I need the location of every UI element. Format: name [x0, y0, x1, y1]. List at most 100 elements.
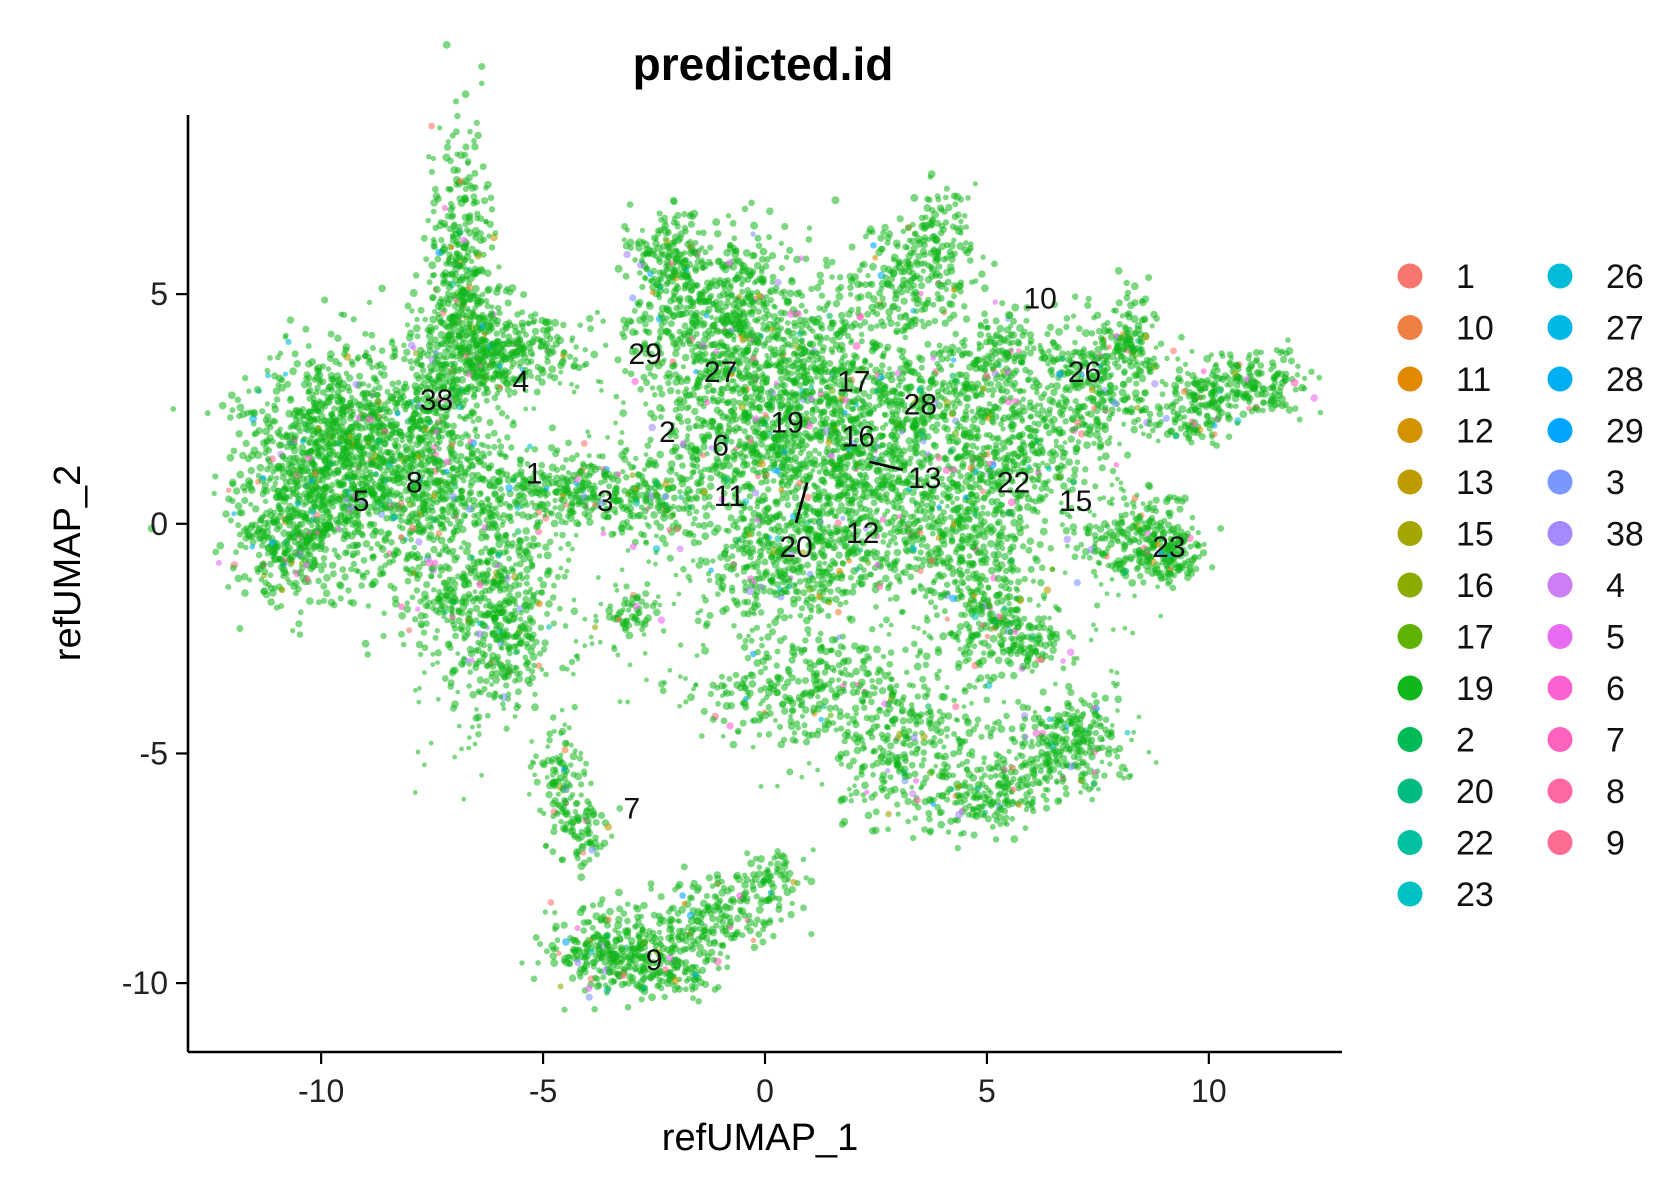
umap-point: [334, 334, 342, 342]
umap-point: [601, 468, 609, 476]
umap-point: [415, 538, 423, 546]
umap-point: [422, 424, 429, 430]
umap-point: [319, 437, 327, 445]
umap-point: [677, 489, 683, 495]
umap-point: [902, 334, 909, 341]
umap-point: [439, 434, 445, 440]
umap-point: [468, 410, 475, 416]
umap-point: [259, 542, 266, 549]
umap-point: [170, 406, 177, 412]
umap-point: [359, 459, 367, 468]
umap-point: [548, 424, 557, 432]
umap-point: [763, 294, 770, 300]
umap-point: [518, 319, 527, 328]
umap-point: [298, 509, 307, 518]
umap-point: [304, 575, 311, 583]
umap-point: [783, 298, 792, 307]
umap-point: [271, 405, 280, 414]
umap-point: [419, 373, 426, 380]
umap-point: [545, 318, 553, 326]
umap-point: [326, 514, 334, 522]
umap-point: [623, 583, 630, 590]
umap-point: [486, 450, 493, 457]
umap-point: [617, 496, 624, 503]
umap-point: [751, 252, 758, 259]
umap-point: [425, 456, 433, 465]
umap-point: [388, 539, 395, 546]
umap-point: [531, 335, 537, 341]
umap-point: [656, 450, 665, 459]
umap-point: [398, 517, 405, 524]
umap-point: [279, 474, 287, 481]
umap-point: [267, 598, 275, 606]
umap-point: [430, 208, 437, 215]
umap-point: [250, 446, 259, 455]
umap-point: [446, 225, 454, 233]
umap-point: [303, 449, 310, 455]
umap-point: [502, 663, 510, 671]
umap-point: [388, 456, 397, 464]
umap-point: [385, 408, 393, 416]
umap-point: [391, 585, 398, 592]
umap-point: [236, 403, 245, 412]
umap-point: [380, 491, 388, 499]
umap-point: [543, 551, 552, 560]
umap-point: [639, 626, 645, 633]
umap-point: [311, 376, 318, 383]
umap-point: [295, 620, 303, 628]
umap-point: [746, 309, 753, 315]
umap-point: [703, 312, 710, 319]
umap-point: [470, 559, 478, 567]
umap-point: [629, 328, 637, 336]
umap-point: [394, 410, 401, 417]
umap-point: [267, 560, 274, 568]
umap-point: [261, 481, 269, 490]
umap-point: [671, 494, 678, 502]
umap-point: [418, 529, 426, 536]
umap-point: [393, 420, 401, 428]
umap-point: [548, 463, 557, 472]
umap-point: [414, 333, 421, 340]
umap-point: [485, 610, 493, 617]
umap-point: [803, 308, 809, 314]
umap-point: [432, 308, 438, 315]
umap-point: [296, 470, 304, 479]
umap-point: [260, 587, 269, 595]
umap-point: [508, 444, 515, 451]
umap-point: [443, 143, 452, 151]
umap-point: [426, 154, 432, 160]
umap-point: [751, 350, 758, 357]
umap-point: [241, 573, 249, 581]
umap-point: [409, 594, 416, 601]
umap-point: [255, 427, 263, 435]
umap-point: [449, 350, 457, 359]
umap-point: [691, 283, 698, 290]
umap-point: [465, 610, 473, 618]
umap-point: [563, 520, 569, 526]
umap-point: [369, 364, 375, 371]
umap-point: [536, 503, 543, 510]
umap-point: [721, 282, 727, 288]
umap-point: [369, 345, 376, 352]
umap-point: [469, 258, 475, 265]
umap-point: [442, 153, 451, 162]
umap-point: [346, 433, 353, 440]
umap-point: [477, 641, 484, 648]
umap-point: [500, 518, 507, 525]
umap-point: [295, 496, 303, 504]
umap-point: [429, 500, 436, 507]
umap-point: [372, 527, 378, 534]
umap-point: [674, 211, 682, 220]
umap-point: [312, 439, 319, 447]
umap-point: [472, 184, 479, 191]
umap-point: [286, 437, 295, 446]
umap-point: [462, 221, 469, 228]
umap-point: [279, 586, 286, 594]
umap-point: [570, 361, 579, 370]
umap-point: [552, 497, 558, 503]
umap-point: [750, 221, 759, 230]
umap-point: [732, 247, 740, 255]
umap-point: [276, 512, 284, 520]
umap-point: [528, 358, 535, 365]
umap-point: [250, 410, 258, 418]
